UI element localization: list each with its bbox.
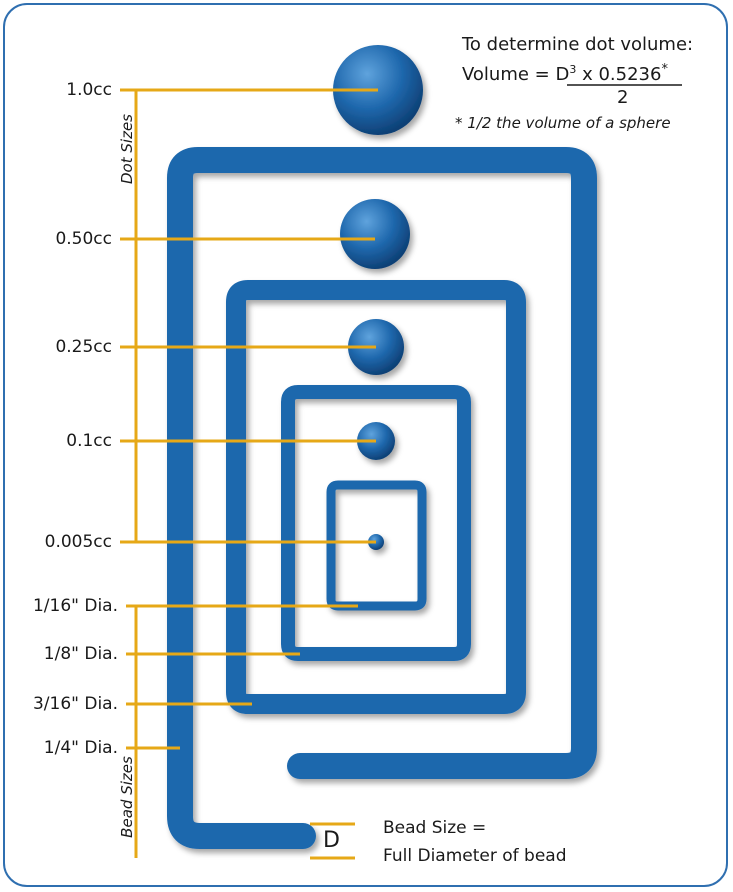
dot-label-025cc: 0.25cc (55, 337, 112, 357)
formula-exponent: 3 (569, 63, 577, 76)
bead-sizes-title: Bead Sizes (118, 756, 136, 838)
dot-label-0005cc: 0.005cc (44, 532, 112, 552)
dot-050cc (340, 199, 410, 269)
bead-legend-symbol: D (323, 828, 340, 853)
dot-sizes-title: Dot Sizes (118, 114, 136, 184)
formula-asterisk: * (661, 62, 668, 77)
dot-label-01cc: 0.1cc (66, 431, 112, 451)
bead-legend-line2: Full Diameter of bead (383, 846, 567, 866)
bead-label-quarter: 1/4" Dia. (43, 738, 118, 758)
formula-expression: Volume = D3 x 0.5236* (462, 62, 668, 85)
formula-denominator: 2 (617, 87, 629, 108)
bead-legend-line1: Bead Size = (383, 818, 487, 838)
bead-sixteenth-inch (326, 480, 427, 611)
dot-label-050cc: 0.50cc (55, 229, 112, 249)
formula-lhs: Volume = (462, 64, 556, 85)
dot-label-1cc: 1.0cc (66, 80, 112, 100)
formula-heading: To determine dot volume: (462, 34, 694, 55)
bead-quarter-inch (167, 147, 597, 849)
bead-three-sixteenth-inch (226, 280, 526, 714)
bead-label-three-sixteenth: 3/16" Dia. (32, 694, 118, 714)
bead-label-sixteenth: 1/16" Dia. (32, 596, 118, 616)
formula-base: D (555, 64, 570, 85)
bead-label-eighth: 1/8" Dia. (43, 644, 118, 664)
bead-eighth-inch (281, 385, 471, 661)
formula-footnote: * 1/2 the volume of a sphere (455, 114, 671, 132)
formula-multiplier: x 0.5236 (576, 64, 662, 85)
